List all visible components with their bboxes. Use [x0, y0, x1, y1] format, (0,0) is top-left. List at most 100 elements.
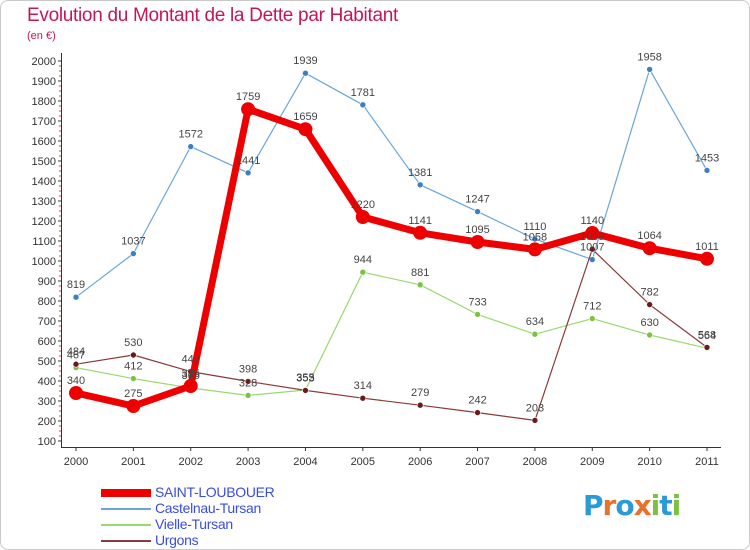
data-point	[130, 250, 137, 257]
data-label: 279	[411, 387, 429, 399]
logo-letter: x	[633, 489, 652, 522]
data-label: 1140	[580, 215, 604, 227]
series-line-castelnau-tursan	[75, 68, 708, 298]
data-label: 634	[526, 316, 544, 328]
data-point	[302, 69, 309, 77]
y-tick-label: 600	[38, 336, 56, 348]
data-point	[359, 394, 367, 402]
logo-letter: P	[583, 489, 604, 522]
data-label: 1058	[523, 231, 547, 243]
data-label: 1381	[408, 167, 432, 179]
series-line-vielle-tursan	[75, 271, 708, 396]
data-label: 944	[354, 254, 372, 266]
data-label: 1441	[236, 155, 260, 167]
x-tick-label: 2007	[465, 456, 489, 468]
data-point	[474, 311, 481, 318]
data-label: 1759	[236, 91, 260, 103]
data-label: 568	[698, 329, 716, 341]
data-label: 630	[640, 317, 658, 329]
data-label: 733	[468, 296, 486, 308]
x-tick-label: 2000	[64, 456, 88, 468]
data-point	[413, 225, 428, 240]
x-tick-label: 2001	[121, 456, 145, 468]
data-label: 1247	[465, 194, 489, 206]
data-label: 819	[67, 279, 85, 291]
data-label: 1011	[695, 241, 719, 253]
data-label: 881	[411, 267, 429, 279]
data-point	[585, 226, 600, 240]
data-label: 355	[296, 372, 314, 384]
data-point	[416, 181, 424, 189]
y-tick-label: 300	[38, 396, 56, 408]
data-point	[703, 344, 711, 351]
y-tick-label: 1600	[32, 136, 56, 148]
data-point	[244, 378, 252, 385]
chart-unit: (en €)	[27, 30, 56, 42]
data-label: 1939	[293, 55, 317, 67]
y-tick-label: 1900	[32, 76, 56, 88]
data-point	[531, 417, 539, 424]
y-tick-label: 200	[38, 416, 56, 428]
legend-label: Vielle-Tursan	[155, 516, 233, 532]
logo-letter: r	[602, 489, 617, 522]
x-tick-label: 2011	[695, 456, 719, 468]
data-point	[302, 387, 309, 394]
legend-label: SAINT-LOUBOUER	[155, 484, 275, 500]
data-point	[646, 331, 653, 339]
logo-letter: i	[671, 489, 682, 522]
data-point	[527, 242, 542, 257]
x-tick-label: 2003	[236, 456, 260, 468]
legend-label: Urgons	[155, 532, 199, 548]
data-point	[241, 102, 256, 117]
x-tick-label: 2008	[523, 456, 547, 468]
logo-letter: i	[650, 489, 661, 522]
data-point	[416, 401, 424, 409]
chart-title: Evolution du Montant de la Dette par Hab…	[27, 5, 398, 26]
data-label: 1958	[637, 51, 661, 63]
data-label: 412	[124, 361, 142, 373]
legend-swatch	[101, 508, 151, 510]
data-point	[703, 167, 711, 174]
data-label: 1007	[580, 242, 604, 254]
data-label: 1095	[465, 224, 489, 236]
legend-swatch	[101, 540, 151, 542]
data-point	[474, 208, 481, 215]
data-point	[416, 281, 424, 289]
x-tick-label: 2002	[178, 456, 202, 468]
data-label: 242	[468, 395, 486, 407]
data-point	[244, 392, 252, 399]
y-tick-label: 400	[38, 376, 56, 388]
y-tick-label: 1800	[32, 96, 56, 108]
data-point	[355, 210, 370, 224]
y-tick-label: 1400	[32, 176, 56, 188]
data-label: 467	[67, 350, 85, 362]
data-label: 782	[640, 287, 658, 299]
y-tick-label: 2000	[32, 56, 56, 68]
data-label: 203	[526, 402, 544, 414]
x-tick-label: 2004	[293, 456, 317, 468]
data-point	[72, 293, 80, 301]
data-point	[646, 301, 653, 308]
y-tick-label: 100	[38, 436, 56, 448]
data-label: 398	[239, 363, 257, 375]
logo-letter: o	[615, 489, 634, 522]
logo-letter: t	[659, 489, 672, 522]
y-tick-label: 1200	[32, 216, 56, 228]
data-label: 1572	[178, 129, 202, 141]
data-point	[130, 375, 137, 382]
data-point	[130, 351, 137, 359]
data-point	[531, 330, 539, 338]
data-point	[183, 379, 198, 393]
y-tick-label: 1500	[32, 156, 56, 168]
x-tick-label: 2006	[408, 456, 432, 468]
y-tick-label: 500	[38, 356, 56, 368]
data-point	[72, 360, 80, 368]
data-label: 447	[182, 354, 200, 366]
y-tick-label: 900	[38, 276, 56, 288]
y-tick-label: 800	[38, 296, 56, 308]
series-line-urgons	[75, 248, 708, 421]
series-line-saint-loubouer	[72, 105, 711, 410]
data-label: 1110	[523, 221, 546, 233]
x-tick-label: 2010	[637, 456, 661, 468]
